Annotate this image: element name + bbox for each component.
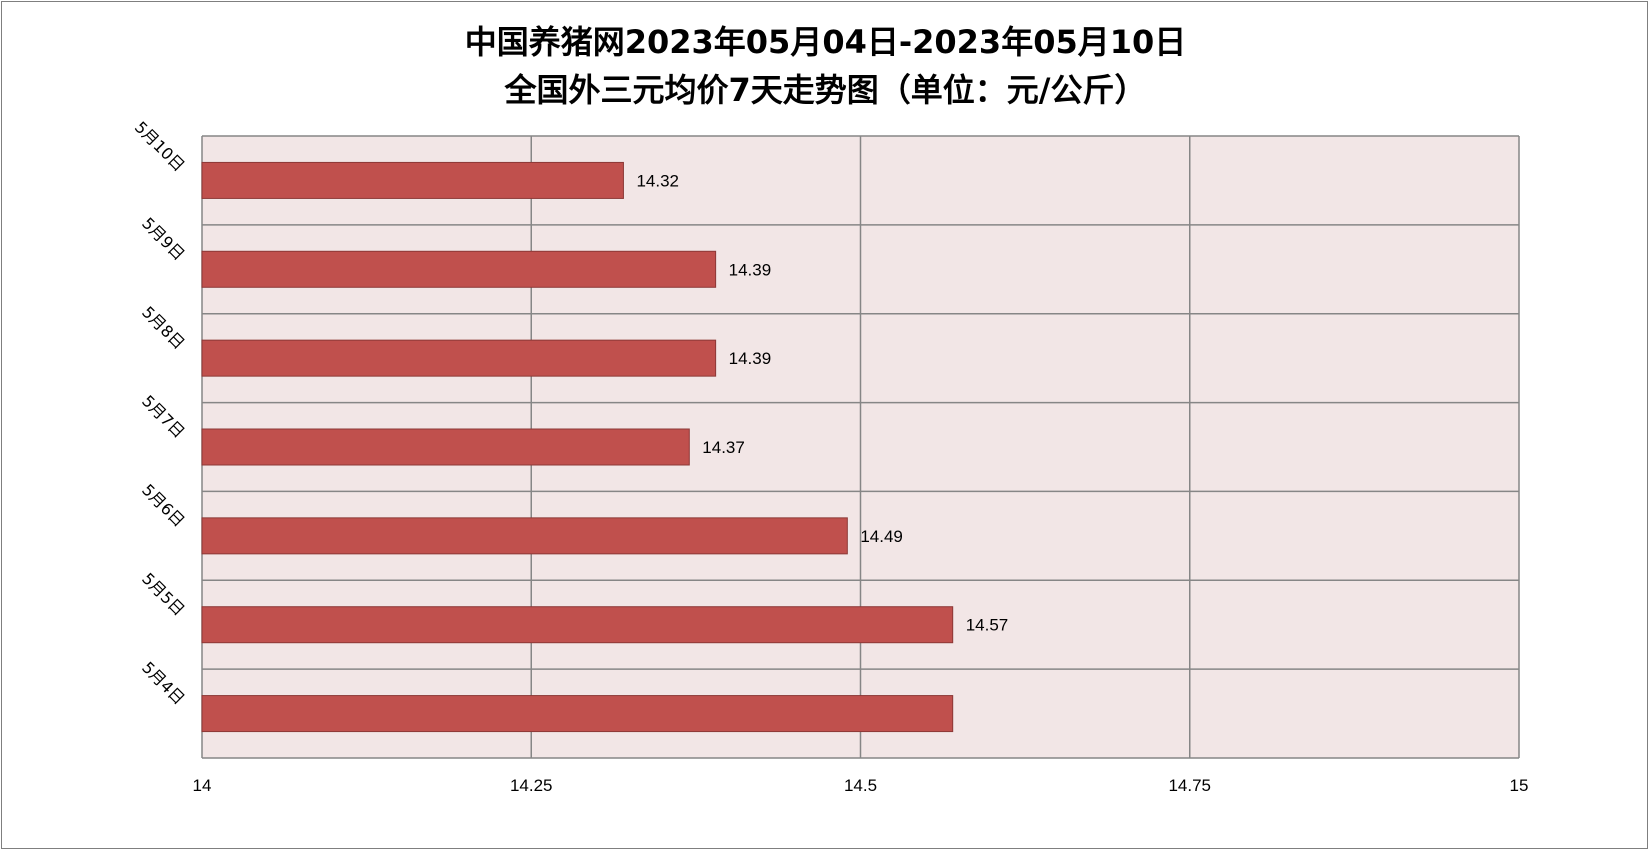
- x-tick-label: 14.5: [844, 776, 877, 795]
- x-tick-label: 14.75: [1168, 776, 1211, 795]
- data-label: 14.57: [966, 616, 1009, 635]
- category-label: 5月4日: [138, 658, 188, 708]
- bar-5月4日: [201, 695, 954, 733]
- x-tick-label: 14: [193, 776, 212, 795]
- bar-5月10日: [201, 161, 624, 199]
- data-label: 14.49: [860, 527, 903, 546]
- category-label: 5月10日: [131, 118, 189, 176]
- bar-5月6日: [201, 517, 848, 555]
- category-label: 5月8日: [138, 303, 188, 353]
- x-tick-label: 14.25: [510, 776, 553, 795]
- bar-5月7日: [201, 428, 690, 466]
- bar-5月5日: [201, 606, 954, 644]
- data-label: 14.32: [636, 171, 679, 190]
- data-label: 14.39: [729, 349, 772, 368]
- chart-title-line-2: 全国外三元均价7天走势图（单位：元/公斤）: [504, 71, 1147, 109]
- category-label: 5月5日: [138, 569, 188, 619]
- category-label: 5月7日: [138, 391, 188, 441]
- category-label: 5月6日: [138, 480, 188, 530]
- chart-title: 中国养猪网2023年05月04日-2023年05月10日 全国外三元均价7天走势…: [0, 18, 1651, 114]
- chart-title-line-1: 中国养猪网2023年05月04日-2023年05月10日: [464, 23, 1187, 61]
- bar-5月8日: [201, 339, 717, 377]
- x-tick-label: 15: [1510, 776, 1529, 795]
- bar-5月9日: [201, 250, 717, 288]
- category-label: 5月9日: [138, 214, 188, 264]
- data-label: 14.39: [729, 260, 772, 279]
- data-label: 14.37: [702, 438, 745, 457]
